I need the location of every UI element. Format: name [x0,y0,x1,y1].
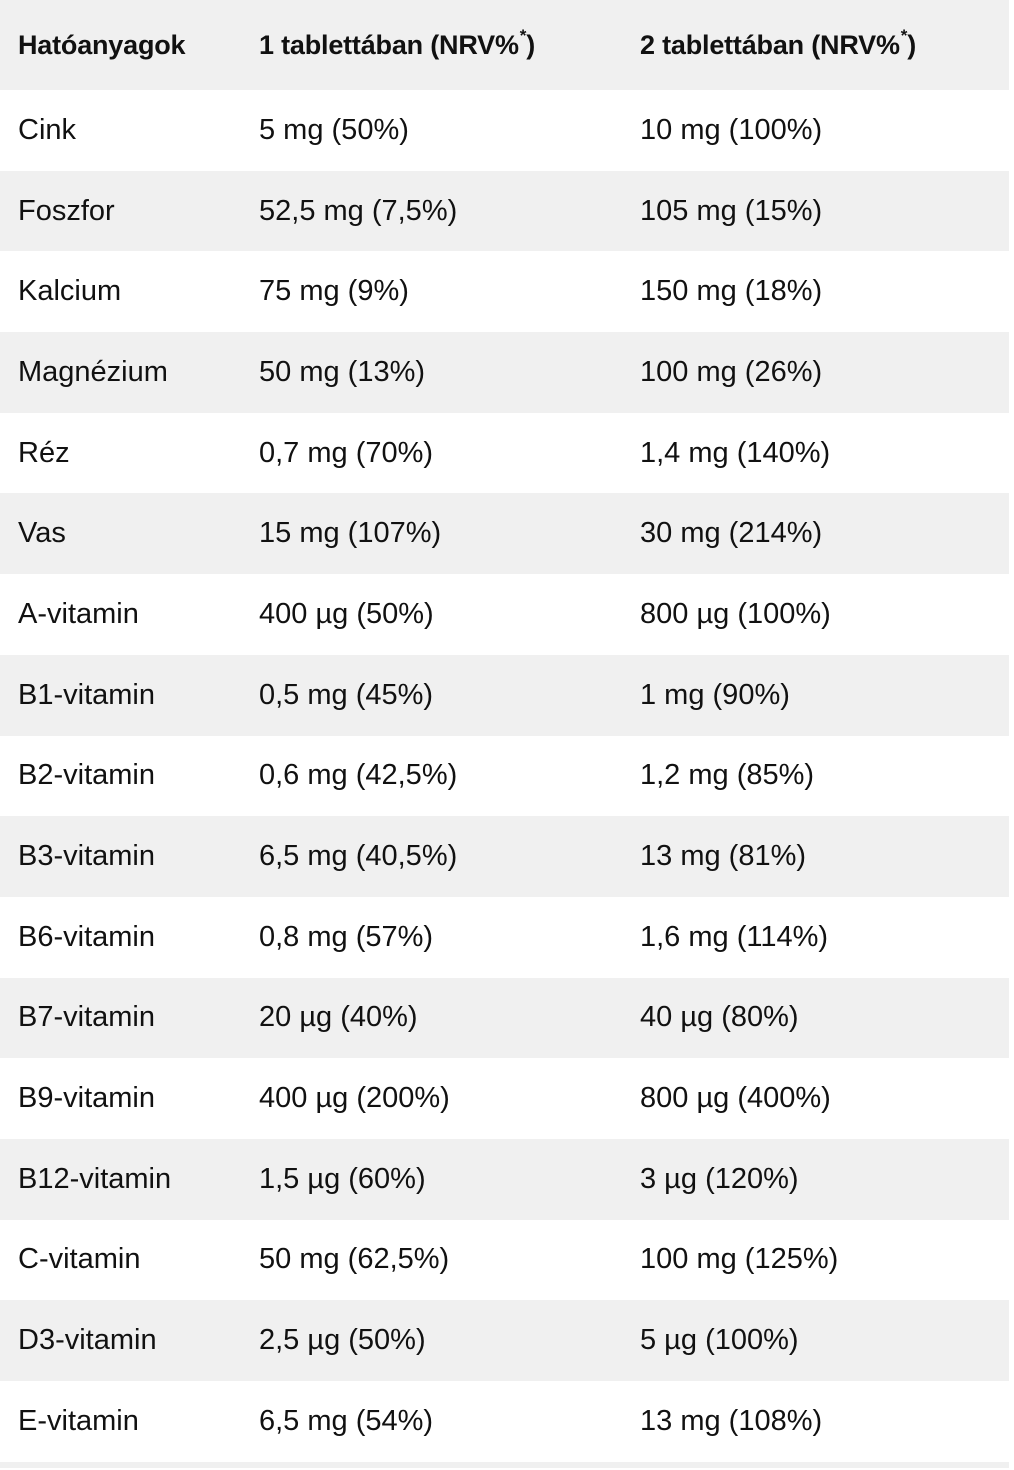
ingredient-cell: Kalcium [18,275,122,308]
table-row: C-vitamin 50 mg (62,5%) 100 mg (125%) [0,1220,1009,1301]
table-row: B2-vitamin 0,6 mg (42,5%) 1,2 mg (85%) [0,736,1009,817]
two-tablets-cell: 1,4 mg (140%) [640,436,831,469]
table-row: Vas 15 mg (107%) 30 mg (214%) [0,493,1009,575]
header-label-close: ) [907,29,916,60]
one-tablet-cell: 1,5 µg (60%) [241,1138,622,1220]
header-one-tablet: 1 tablettában (NRV%*) [241,0,622,90]
header-label-close: ) [526,29,535,60]
one-tablet-cell: 15 mg (107%) [241,493,622,575]
table-row: Cink 5 mg (50%) 10 mg (100%) [0,90,1009,171]
two-tablets-cell: 800 µg (100%) [640,597,831,630]
ingredient-cell: B7-vitamin [0,977,241,1059]
table-row: Réz 0,7 mg (70%) 1,4 mg (140%) [0,413,1009,494]
two-tablets-cell: 13 mg (108%) [640,1404,823,1437]
header-label: 2 tablettában (NRV% [640,29,900,60]
table-row: B12-vitamin 1,5 µg (60%) 3 µg (120%) [0,1138,1009,1220]
one-tablet-cell: 52,5 mg (7,5%) [241,170,622,252]
two-tablets-cell: 5 µg (100%) [622,1300,1009,1381]
ingredient-cell: B9-vitamin [18,1082,155,1115]
one-tablet-cell: 400 µg (50%) [259,597,434,630]
table-row: B9-vitamin 400 µg (200%) 800 µg (400%) [0,1058,1009,1139]
ingredient-cell: Magnézium [0,332,241,413]
one-tablet-cell: 6,5 mg (40,5%) [241,816,622,897]
footnote-asterisk: * [900,25,908,45]
one-tablet-cell: 20 µg (40%) [241,977,622,1059]
table-row: Kalcium 75 mg (9%) 150 mg (18%) [0,251,1009,332]
table-row: B3-vitamin 6,5 mg (40,5%) 13 mg (81%) [0,816,1009,897]
ingredient-cell: B2-vitamin [18,759,155,792]
table-header-row: Hatóanyagok 1 tablettában (NRV%*) 2 tabl… [0,0,1009,90]
one-tablet-cell: 0,5 mg (45%) [241,654,622,736]
one-tablet-cell: 2,5 µg (50%) [241,1300,622,1381]
one-tablet-cell: 400 µg (200%) [259,1082,450,1115]
two-tablets-cell: 3 µg (120%) [622,1138,1009,1220]
table-row: A-vitamin 400 µg (50%) 800 µg (100%) [0,574,1009,655]
ingredient-cell: Foszfor [0,170,241,252]
ingredient-cell: A-vitamin [18,597,139,630]
ingredient-cell: Réz [18,436,70,469]
two-tablets-cell: 40 µg (80%) [622,977,1009,1059]
one-tablet-cell: 5 mg (50%) [259,113,409,146]
two-tablets-cell: 105 mg (15%) [622,170,1009,252]
ingredient-cell: E-vitamin [18,1404,139,1437]
ingredient-cell: B1-vitamin [0,654,241,736]
one-tablet-cell: 6,5 mg (54%) [259,1404,434,1437]
header-ingredients: Hatóanyagok [0,0,241,90]
two-tablets-cell: 1,6 mg (114%) [640,920,829,953]
one-tablet-cell: 0,8 mg (57%) [259,920,434,953]
footnote-asterisk: * [519,25,527,45]
one-tablet-cell: 0,7 mg (70%) [259,436,434,469]
ingredient-cell: C-vitamin [18,1243,141,1276]
two-tablets-cell: 100 mg (125%) [640,1243,839,1276]
table-row: Foszfor 52,5 mg (7,5%) 105 mg (15%) [0,170,1009,252]
table-row: Magnézium 50 mg (13%) 100 mg (26%) [0,332,1009,413]
ingredient-cell: D3-vitamin [0,1300,241,1381]
two-tablets-cell: 30 mg (214%) [622,493,1009,575]
two-tablets-cell: 1,2 mg (85%) [640,759,815,792]
ingredient-cell: B3-vitamin [0,816,241,897]
one-tablet-cell: 75 mg (9%) [259,275,409,308]
ingredient-cell: B6-vitamin [18,920,155,953]
one-tablet-cell: 50 mg (13%) [241,332,622,413]
table-bottom-edge [0,1461,1009,1468]
header-two-tablets: 2 tablettában (NRV%*) [622,0,1009,90]
table-row: B1-vitamin 0,5 mg (45%) 1 mg (90%) [0,654,1009,736]
ingredient-cell: Vas [0,493,241,575]
table-row: D3-vitamin 2,5 µg (50%) 5 µg (100%) [0,1300,1009,1381]
two-tablets-cell: 800 µg (400%) [640,1082,831,1115]
header-label: 1 tablettában (NRV% [259,29,519,60]
two-tablets-cell: 10 mg (100%) [640,113,823,146]
table-row: E-vitamin 6,5 mg (54%) 13 mg (108%) [0,1381,1009,1462]
table-row: B6-vitamin 0,8 mg (57%) 1,6 mg (114%) [0,897,1009,978]
ingredient-cell: B12-vitamin [0,1138,241,1220]
two-tablets-cell: 150 mg (18%) [640,275,823,308]
one-tablet-cell: 50 mg (62,5%) [259,1243,450,1276]
header-label: Hatóanyagok [18,29,186,60]
two-tablets-cell: 1 mg (90%) [622,654,1009,736]
two-tablets-cell: 100 mg (26%) [622,332,1009,413]
two-tablets-cell: 13 mg (81%) [622,816,1009,897]
table-row: B7-vitamin 20 µg (40%) 40 µg (80%) [0,977,1009,1059]
one-tablet-cell: 0,6 mg (42,5%) [259,759,458,792]
ingredient-cell: Cink [18,113,77,146]
